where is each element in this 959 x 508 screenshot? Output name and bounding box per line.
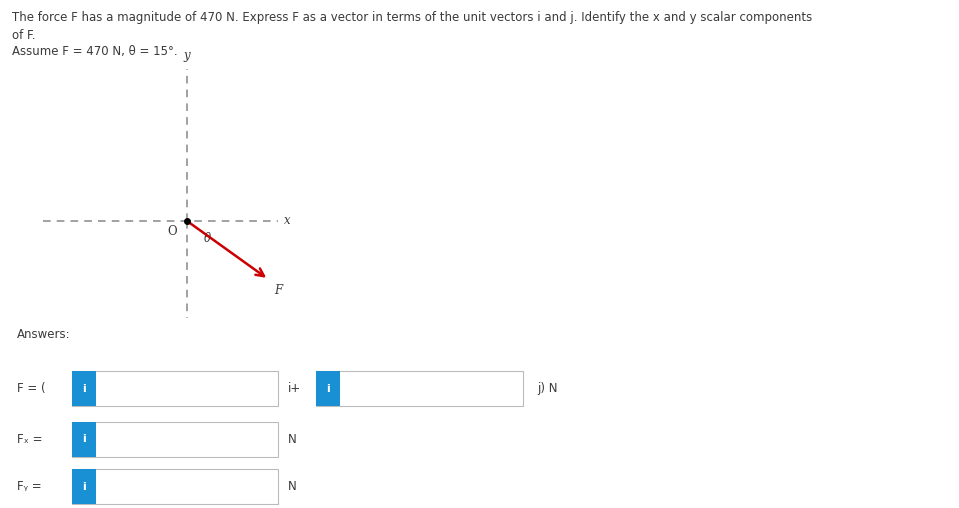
- Text: Answers:: Answers:: [17, 328, 71, 341]
- Text: F = (: F = (: [17, 382, 46, 395]
- Bar: [316, 371, 523, 406]
- Text: N: N: [288, 480, 296, 493]
- Text: i: i: [327, 384, 330, 394]
- Text: θ: θ: [204, 232, 211, 245]
- Text: i+: i+: [288, 382, 301, 395]
- Text: i: i: [82, 384, 85, 394]
- Bar: [316, 371, 340, 406]
- Bar: [72, 469, 96, 504]
- Bar: [72, 371, 96, 406]
- Text: of F.: of F.: [12, 29, 36, 43]
- Text: x: x: [284, 214, 291, 228]
- Text: The force F has a magnitude of 470 N. Express F as a vector in terms of the unit: The force F has a magnitude of 470 N. Ex…: [12, 11, 812, 24]
- Text: O: O: [168, 225, 177, 238]
- Text: j) N: j) N: [537, 382, 557, 395]
- Text: F: F: [274, 284, 282, 298]
- Text: N: N: [288, 433, 296, 446]
- Text: Fₓ =: Fₓ =: [17, 433, 43, 446]
- Bar: [72, 422, 96, 457]
- Bar: [72, 469, 278, 504]
- Text: i: i: [82, 434, 85, 444]
- Text: Assume F = 470 N, θ = 15°.: Assume F = 470 N, θ = 15°.: [12, 45, 178, 58]
- Text: y: y: [184, 49, 190, 62]
- Text: i: i: [82, 482, 85, 492]
- Bar: [72, 422, 278, 457]
- Text: Fᵧ =: Fᵧ =: [17, 480, 42, 493]
- Bar: [72, 371, 278, 406]
